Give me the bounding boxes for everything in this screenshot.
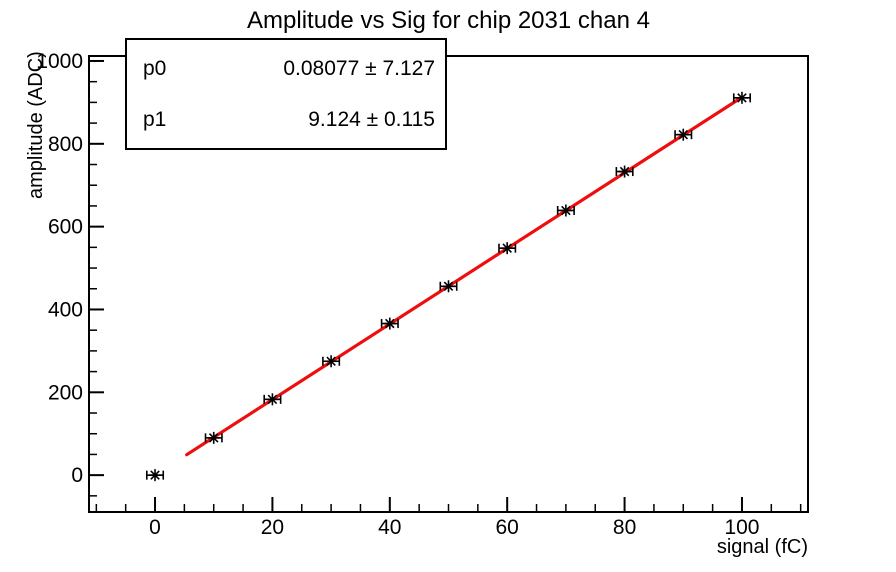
param-name: p0 (143, 56, 167, 80)
fit-stats-box[interactable]: p0 0.08077 ± 7.127 p1 9.124 ± 0.115 (125, 38, 447, 150)
data-point[interactable] (615, 165, 634, 178)
x-tick-label: 0 (149, 516, 161, 539)
param-value: 0.08077 ± 7.127 (283, 56, 435, 80)
y-tick-label: 1000 (36, 50, 83, 73)
x-tick-label: 40 (378, 516, 401, 539)
data-point[interactable] (146, 469, 165, 482)
plot-frame[interactable] (88, 55, 809, 513)
data-point[interactable] (732, 91, 751, 104)
y-tick-label: 0 (71, 464, 83, 487)
data-point[interactable] (322, 355, 341, 368)
y-tick-label: 600 (48, 216, 83, 239)
y-tick-label: 400 (48, 298, 83, 321)
data-point[interactable] (380, 317, 399, 330)
data-point[interactable] (263, 393, 282, 406)
data-point[interactable] (498, 242, 517, 255)
stats-row-p0: p0 0.08077 ± 7.127 (127, 57, 445, 81)
x-tick-label: 100 (724, 516, 759, 539)
param-name: p1 (143, 107, 167, 131)
x-axis-title: signal (fC) (716, 536, 808, 558)
y-tick-label: 200 (48, 381, 83, 404)
data-point[interactable] (439, 280, 458, 293)
x-tick-label: 20 (261, 516, 284, 539)
x-tick-label: 80 (613, 516, 636, 539)
x-tick-label: 60 (496, 516, 519, 539)
data-point[interactable] (556, 204, 575, 217)
chart-title: Amplitude vs Sig for chip 2031 chan 4 (247, 7, 650, 34)
fit-line[interactable] (185, 95, 744, 457)
param-value: 9.124 ± 0.115 (308, 107, 435, 131)
data-point[interactable] (674, 128, 693, 141)
data-point[interactable] (204, 431, 223, 444)
stats-row-p1: p1 9.124 ± 0.115 (127, 108, 445, 132)
y-tick-label: 800 (48, 133, 83, 156)
